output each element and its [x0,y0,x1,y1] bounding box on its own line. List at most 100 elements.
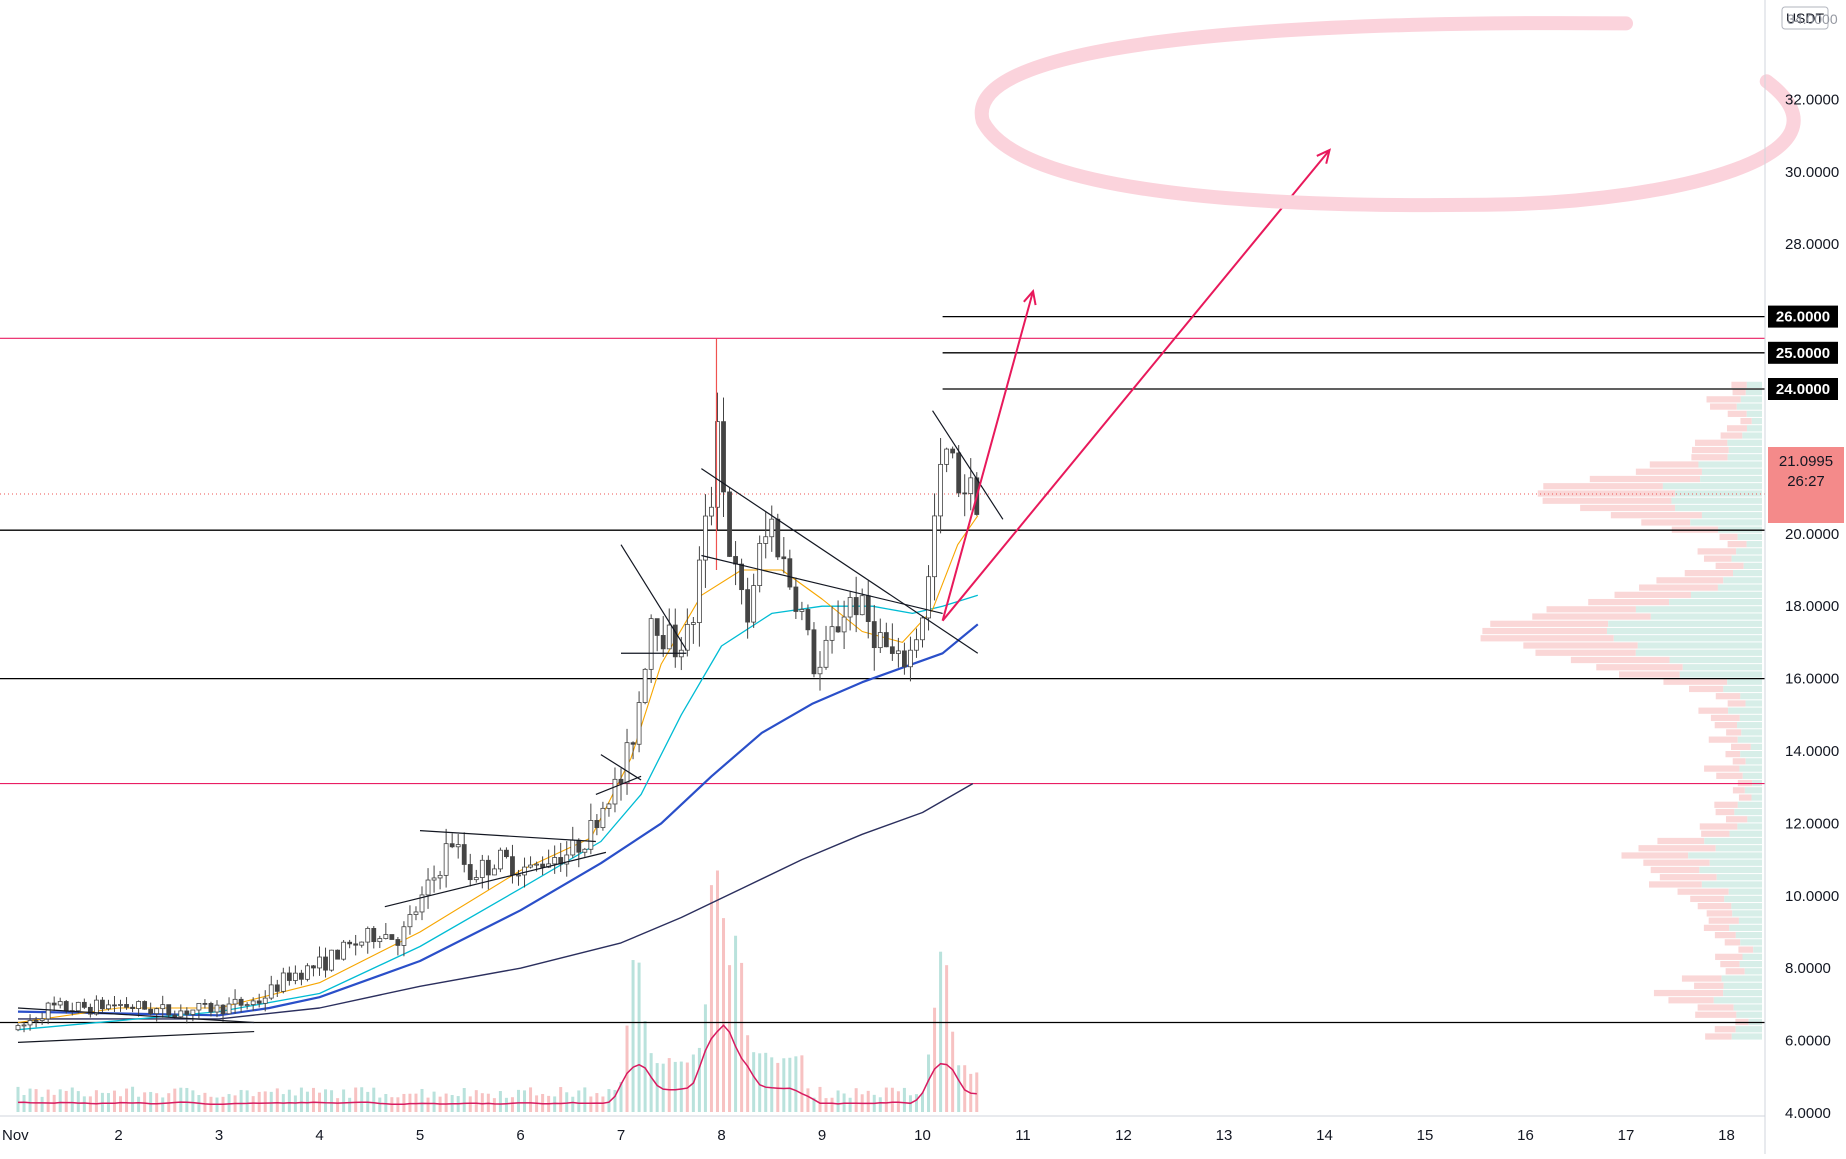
candle-body [160,1004,166,1010]
candle-body [202,1002,208,1005]
candle [715,392,720,530]
candle [299,969,304,986]
level-badge-bg [1768,305,1838,328]
candle-body [920,617,925,641]
candle-body [871,621,877,649]
candle-body [329,949,334,971]
profile-bar-green [1736,548,1762,555]
candle [250,997,256,1012]
candle [33,1016,39,1028]
profile-bar-red [1691,454,1728,461]
candle [914,628,919,658]
profile-bar-red [1650,866,1700,874]
profile-bar-red [1715,808,1735,816]
candle [751,573,757,628]
volume-bar [619,1081,623,1112]
candle [745,577,751,639]
price-tick: 20.0000 [1785,526,1839,543]
volume-bar [715,870,719,1112]
profile-bar-green [1721,975,1762,982]
profile-bar-red [1703,924,1730,931]
candle-body [642,668,648,703]
currency-label[interactable]: USDT [1781,6,1829,30]
candle-body [588,820,594,850]
profile-bar-red [1639,584,1718,591]
candle-body [709,506,714,517]
profile-bar-red [1731,743,1751,750]
candle-body [793,586,799,612]
time-tick: 3 [215,1127,223,1144]
profile-bar-green [1669,598,1762,606]
volume-bar [806,1088,810,1112]
candle [528,856,533,869]
candle [811,622,817,678]
candle-body [81,1001,87,1008]
volume-bar [106,1093,110,1112]
level-badge: 26.0000 [1768,305,1838,328]
candle [118,999,123,1012]
candle-body [51,1002,57,1006]
currency-text: USDT [1786,10,1825,26]
profile-bar-red [1614,591,1691,598]
candle [600,801,606,831]
candle [654,618,660,652]
profile-bar-red [1543,483,1663,490]
candle [329,949,334,972]
profile-bar-red [1725,816,1748,823]
volume-bar [137,1096,141,1112]
profile-bar-green [1716,874,1762,881]
candle [401,921,407,957]
profile-bar-green [1734,808,1762,816]
candle-body [829,626,835,641]
profile-bar-red [1523,642,1638,649]
candle [87,1003,93,1018]
profile-bar-green [1671,497,1762,504]
volume-bar [498,1091,502,1112]
candle-body [552,857,558,865]
volume-bar [330,1090,334,1112]
candle [292,965,298,985]
candle [606,802,612,817]
volume-bar [100,1092,104,1112]
candle [395,936,401,956]
volume-bar [951,1031,955,1112]
volume-bar [921,1092,924,1112]
profile-bar-green [1751,417,1762,425]
candle-body [721,421,726,493]
volume-bar [758,1053,762,1112]
candle [202,999,208,1009]
candle-body [684,623,690,651]
arrow-head [1316,148,1331,164]
profile-bar-green [1723,685,1762,693]
candle-body [914,639,919,651]
candle-body [895,650,901,654]
candle-body [148,1008,154,1015]
profile-bar-red [1710,403,1737,410]
volume-bar [927,1054,931,1112]
profile-bar-red [1480,635,1614,642]
volume-bar [119,1096,123,1112]
profile-bar-green [1698,461,1762,468]
volume-bar [305,1091,309,1112]
profile-bar-green [1753,946,1762,953]
profile-bar-red [1694,439,1728,446]
candle [166,1004,172,1018]
volume-bar [82,1096,86,1112]
profile-bar-red [1649,461,1699,468]
candle [552,845,558,874]
profile-bar-red [1714,1026,1736,1033]
volume-bar [251,1096,255,1112]
volume-bar [263,1091,267,1112]
volume-bar [227,1094,231,1112]
time-tick: 7 [617,1127,625,1144]
candle-body [823,639,829,668]
profile-bar-green [1606,627,1762,635]
volume-bar [914,1094,918,1112]
candle [944,447,950,473]
candle-body [751,585,757,623]
volume-bar [667,1058,671,1112]
profile-bar-green [1701,881,1762,888]
profile-bar-green [1637,642,1762,649]
